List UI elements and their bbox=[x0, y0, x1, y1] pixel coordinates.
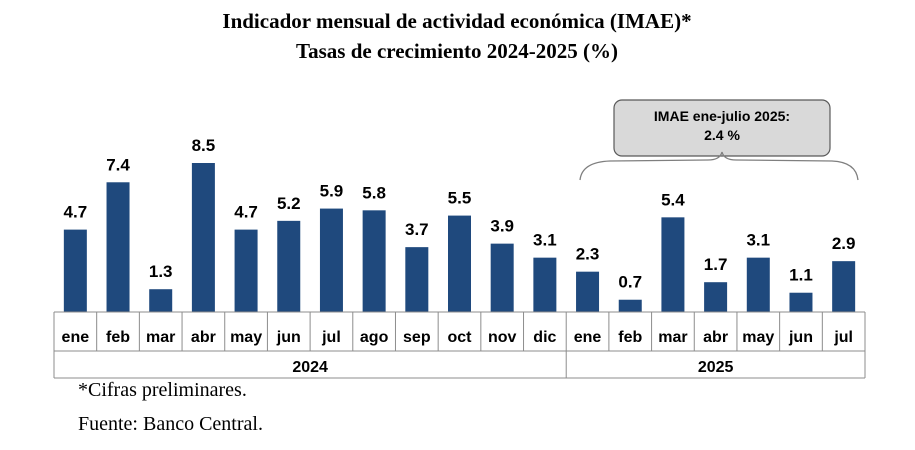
bar-14 bbox=[661, 217, 685, 312]
bar-16 bbox=[746, 257, 770, 312]
category-label-0: ene bbox=[62, 329, 90, 346]
value-label-13: 0.7 bbox=[618, 273, 642, 292]
value-label-16: 3.1 bbox=[746, 231, 770, 250]
value-label-0: 4.7 bbox=[64, 203, 88, 222]
category-label-9: oct bbox=[448, 329, 473, 346]
callout-brace bbox=[579, 151, 859, 181]
callout-line2: 2.4 % bbox=[704, 127, 740, 143]
category-label-1: feb bbox=[106, 329, 130, 346]
bar-3 bbox=[191, 163, 215, 312]
value-label-3: 8.5 bbox=[192, 136, 216, 155]
value-label-5: 5.2 bbox=[277, 194, 301, 213]
footnote-source: Fuente: Banco Central. bbox=[78, 413, 263, 435]
value-label-7: 5.8 bbox=[362, 183, 386, 202]
bar-4 bbox=[234, 229, 258, 312]
category-label-16: may bbox=[742, 329, 774, 346]
year-label-2025: 2025 bbox=[698, 359, 734, 376]
bar-0 bbox=[63, 229, 87, 312]
bar-15 bbox=[704, 282, 728, 312]
value-label-14: 5.4 bbox=[661, 190, 685, 209]
chart-subtitle: Tasas de crecimiento 2024-2025 (%) bbox=[296, 39, 618, 63]
category-label-13: feb bbox=[618, 329, 642, 346]
bar-13 bbox=[618, 299, 642, 312]
value-label-12: 2.3 bbox=[576, 245, 600, 264]
bar-11 bbox=[533, 257, 557, 312]
category-label-5: jun bbox=[276, 329, 301, 346]
category-label-7: ago bbox=[360, 329, 389, 346]
value-label-2: 1.3 bbox=[149, 262, 173, 281]
bar-7 bbox=[362, 210, 386, 312]
category-label-3: abr bbox=[191, 329, 216, 346]
category-label-18: jul bbox=[833, 329, 853, 346]
bar-17 bbox=[789, 292, 813, 312]
callout-line1: IMAE ene-julio 2025: bbox=[654, 108, 790, 124]
value-label-18: 2.9 bbox=[832, 234, 856, 253]
value-label-9: 5.5 bbox=[448, 189, 472, 208]
value-label-1: 7.4 bbox=[106, 155, 130, 174]
value-label-15: 1.7 bbox=[704, 255, 728, 274]
category-label-12: ene bbox=[574, 329, 602, 346]
category-label-11: dic bbox=[533, 329, 556, 346]
category-label-2: mar bbox=[146, 329, 175, 346]
bar-6 bbox=[319, 208, 343, 312]
callout-box bbox=[613, 99, 831, 157]
bar-9 bbox=[448, 215, 471, 312]
bar-12 bbox=[576, 271, 600, 312]
chart-title: Indicador mensual de actividad económica… bbox=[222, 9, 691, 33]
value-label-17: 1.1 bbox=[789, 266, 813, 285]
category-label-6: jul bbox=[321, 329, 341, 346]
bar-10 bbox=[490, 243, 514, 312]
category-label-17: jun bbox=[788, 329, 813, 346]
category-label-10: nov bbox=[488, 329, 517, 346]
value-label-8: 3.7 bbox=[405, 220, 429, 239]
bars-layer: 4.7 7.4 1.3 8.5 4.7 5.2 5.9 5.8 3.7 5.5 3.9 3.1 2.3 0… bbox=[63, 136, 856, 312]
category-label-8: sep bbox=[403, 329, 431, 346]
bar-2 bbox=[149, 289, 173, 312]
bar-8 bbox=[405, 247, 429, 312]
value-label-4: 4.7 bbox=[234, 203, 258, 222]
value-label-11: 3.1 bbox=[533, 231, 557, 250]
bar-1 bbox=[106, 182, 130, 312]
value-label-10: 3.9 bbox=[490, 217, 514, 236]
bar-18 bbox=[832, 261, 856, 312]
category-label-15: abr bbox=[703, 329, 728, 346]
footnote-preliminary: *Cifras preliminares. bbox=[78, 379, 247, 401]
year-label-2024: 2024 bbox=[292, 359, 328, 376]
category-label-4: may bbox=[230, 329, 262, 346]
bar-5 bbox=[277, 220, 301, 312]
category-label-14: mar bbox=[658, 329, 687, 346]
category-axis: ene feb mar abr may jun jul ago sep oct nov dic ene f… bbox=[53, 311, 866, 379]
value-label-6: 5.9 bbox=[320, 182, 344, 201]
